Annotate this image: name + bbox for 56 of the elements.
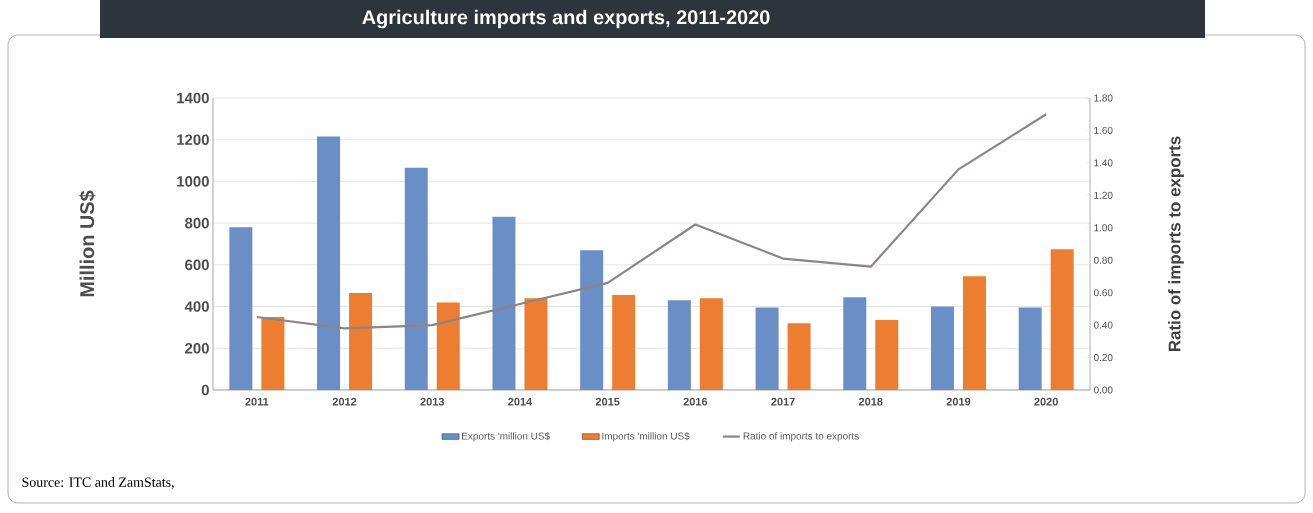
x-tick-label: 2020 (1034, 397, 1058, 406)
y2-tick-label: 0.00 (1093, 386, 1113, 394)
y2-tick-label: 1.00 (1094, 224, 1113, 232)
bar (667, 300, 691, 390)
bar (699, 298, 723, 390)
y-tick-label: 800 (185, 217, 209, 229)
bar (1018, 307, 1042, 390)
x-tick-label: 2016 (683, 397, 708, 406)
y2-axis-title: Ratio of imports to exports (1168, 136, 1184, 352)
y2-tick-label: 0.80 (1093, 256, 1113, 264)
y-tick-label: 200 (185, 342, 209, 354)
source-note: Source: ITC and ZamStats, (22, 477, 174, 489)
x-tick-label: 2011 (245, 397, 269, 406)
y-tick-label: 400 (184, 301, 209, 312)
y2-tick-label: 0.60 (1093, 289, 1113, 297)
x-tick-label: 2019 (946, 397, 971, 406)
bar (875, 320, 899, 390)
y2-tick-label: 1.40 (1094, 159, 1113, 167)
x-tick-label: 2014 (508, 397, 533, 406)
y-tick-label: 1000 (177, 176, 209, 187)
x-tick-label: 2012 (332, 397, 357, 406)
bar (229, 227, 253, 390)
bar (436, 302, 460, 390)
x-tick-label: 2015 (595, 397, 620, 406)
y2-tick-label: 0.20 (1093, 354, 1113, 362)
x-tick-label: 2013 (420, 397, 445, 406)
bar (962, 276, 986, 390)
legend-label: Ratio of imports to exports (743, 432, 859, 442)
y-tick-label: 0 (201, 384, 209, 396)
bar (787, 323, 811, 390)
legend-label: Imports 'million US$ (602, 432, 690, 442)
y2-tick-label: 0.40 (1093, 321, 1113, 329)
bar (492, 216, 516, 390)
bar (755, 307, 779, 390)
bar (349, 293, 373, 390)
x-tick-label: 2017 (771, 397, 795, 406)
y-tick-label: 600 (185, 259, 209, 271)
y2-tick-label: 1.20 (1094, 191, 1113, 199)
bar (404, 167, 428, 390)
bar (843, 297, 867, 390)
bar (524, 298, 548, 390)
chart-title: Agriculture imports and exports, 2011-2020 (362, 9, 770, 29)
y-axis-title: Million US$ (79, 190, 96, 297)
bar (261, 316, 285, 390)
bar (317, 136, 341, 390)
x-tick-label: 2018 (858, 397, 883, 406)
bar (930, 306, 954, 390)
legend-label: Exports 'million US$ (462, 432, 550, 442)
y2-tick-label: 1.80 (1094, 94, 1113, 102)
bar (580, 250, 604, 390)
bar (612, 295, 636, 390)
y-tick-label: 1200 (177, 134, 209, 145)
y-tick-label: 1400 (177, 92, 209, 104)
bar (1050, 249, 1074, 390)
y2-tick-label: 1.60 (1094, 126, 1113, 134)
line-series (255, 113, 1048, 330)
